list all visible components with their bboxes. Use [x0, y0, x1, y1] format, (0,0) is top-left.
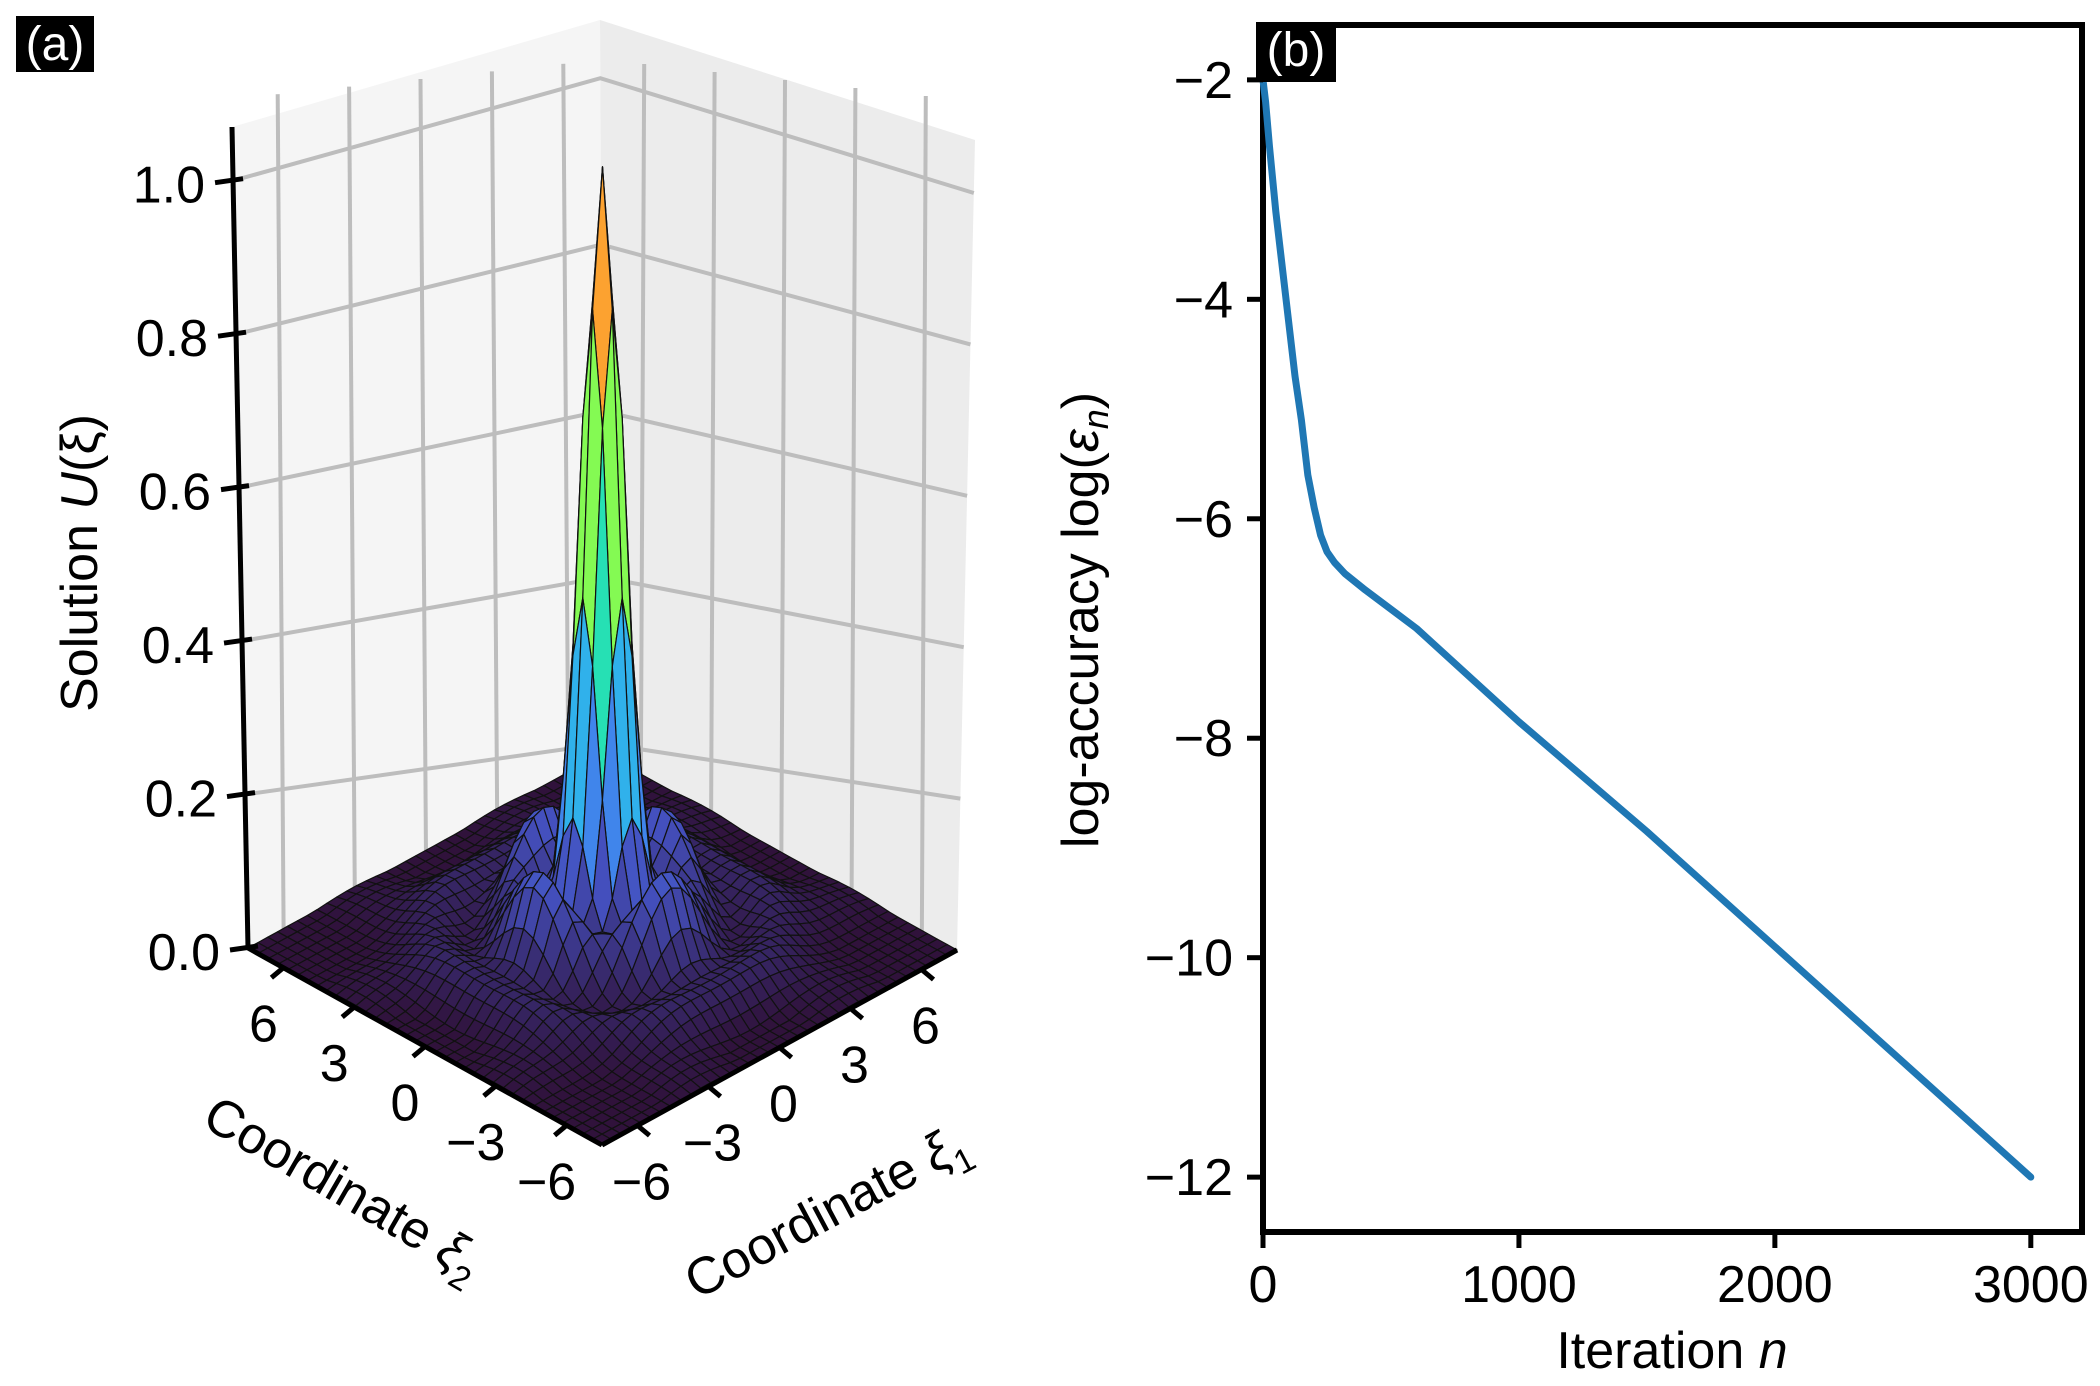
- x-ticks: 0 1000 2000 3000: [1249, 1232, 2089, 1314]
- x2-tick-mark: [269, 965, 286, 980]
- x1-tick-label: 6: [911, 998, 940, 1056]
- x1-tick-mark: [919, 967, 936, 982]
- z-tick-label: 0.8: [136, 310, 208, 368]
- z-tick-label: 1.0: [133, 157, 205, 215]
- x1-tick-mark: [706, 1084, 723, 1099]
- z-tick-mark: [229, 943, 259, 953]
- x1-tick-mark: [777, 1045, 794, 1060]
- grid-line-z: [232, 76, 975, 195]
- y-tick-label: −12: [1145, 1149, 1233, 1207]
- x1-tick-label: 3: [840, 1037, 869, 1095]
- z-axis-line: [229, 126, 251, 949]
- y-axis-label-text: log-accuracy log(: [1052, 451, 1110, 848]
- x1-ticks: −6−3 036: [612, 967, 940, 1212]
- x1-tick-label: −6: [612, 1154, 671, 1212]
- grid-line-x2-wall: [489, 71, 500, 922]
- y-axis-label-var: ε: [1052, 428, 1110, 452]
- z-tick-mark: [220, 483, 250, 493]
- x-tick-label: 3000: [1973, 1256, 2089, 1314]
- x2-tick-label: −6: [517, 1153, 576, 1211]
- y-axis-label-close: ): [1052, 392, 1110, 409]
- z-tick-mark: [226, 790, 256, 800]
- grid-line-x1-wall: [849, 87, 858, 939]
- z-tick-mark: [217, 329, 247, 339]
- y-ticks: −2 −4 −6 −8 −10 −12: [1145, 52, 1263, 1207]
- x2-tick-label: 6: [249, 996, 278, 1054]
- y-tick-label: −8: [1174, 710, 1233, 768]
- y-tick-label: −2: [1174, 52, 1233, 110]
- x-axis-label: Iteration n: [1556, 1322, 1787, 1380]
- z-axis-label-var: U: [51, 472, 109, 510]
- y-axis-label-sub: n: [1075, 409, 1116, 429]
- x1-tick-label: 0: [769, 1076, 798, 1134]
- x-axis-label-var: n: [1759, 1322, 1788, 1380]
- x-axis-label-text: Iteration: [1556, 1322, 1758, 1380]
- x1-tick-mark: [635, 1123, 652, 1138]
- line-plot-panel: 0 1000 2000 3000 −2 −4 −6 −8 −10 −12 Iteration n…: [1052, 22, 2089, 1380]
- z-tick-label: 0.6: [139, 464, 211, 522]
- grid-line-x2-wall: [347, 86, 358, 937]
- panel-b-label-box: [1256, 22, 1336, 82]
- x2-tick-mark: [340, 1005, 356, 1020]
- x-tick-label: 0: [1249, 1256, 1278, 1314]
- z-axis-label-arg: (ξ): [51, 414, 109, 472]
- z-tick-label: 0.0: [148, 924, 220, 982]
- plot-frame: [1260, 22, 2085, 1235]
- panel-b-label: (b): [1267, 24, 1326, 77]
- left-pane: [232, 20, 605, 948]
- x2-tick-label: 0: [391, 1075, 420, 1133]
- x1-tick-mark: [848, 1006, 865, 1021]
- grid-line-x2-wall: [418, 78, 429, 930]
- x2-tick-mark: [482, 1083, 498, 1098]
- x2-tick-mark: [411, 1044, 427, 1059]
- z-axis-label-text: Solution: [51, 510, 109, 712]
- y-axis-label: log-accuracy log(εn): [1052, 392, 1116, 848]
- surface-mesh: [247, 166, 958, 1146]
- x-tick-label: 1000: [1461, 1256, 1577, 1314]
- x2-tick-mark: [552, 1123, 569, 1138]
- y-tick-label: −10: [1145, 930, 1233, 988]
- x2-tick-label: −3: [446, 1114, 505, 1172]
- grid-line-x1-wall: [779, 79, 787, 931]
- z-tick-mark: [214, 176, 244, 186]
- x-tick-label: 2000: [1717, 1256, 1833, 1314]
- grid-line-x1-wall: [708, 71, 717, 923]
- y-tick-label: −4: [1174, 271, 1233, 329]
- x2-tick-label: 3: [320, 1035, 349, 1093]
- y-tick-label: −6: [1174, 491, 1233, 549]
- right-pane: [600, 20, 975, 950]
- z-tick-label: 0.4: [142, 617, 214, 675]
- x2-ticks: 630 −3−6: [249, 965, 576, 1211]
- series-line-log-accuracy: [1259, 76, 2035, 1181]
- grid-line-x2-wall: [275, 94, 286, 945]
- z-tick-label: 0.2: [145, 771, 217, 829]
- z-axis-label: Solution U(ξ): [51, 414, 109, 712]
- panel-a-label: (a): [26, 18, 85, 71]
- grid-line-x1-wall: [919, 95, 928, 947]
- panel-a-label-box: [16, 16, 94, 72]
- z-tick-mark: [223, 636, 253, 646]
- z-ticks: 0.0 0.2 0.4 0.6 0.8 1.0: [133, 157, 259, 982]
- x1-tick-label: −3: [683, 1115, 742, 1173]
